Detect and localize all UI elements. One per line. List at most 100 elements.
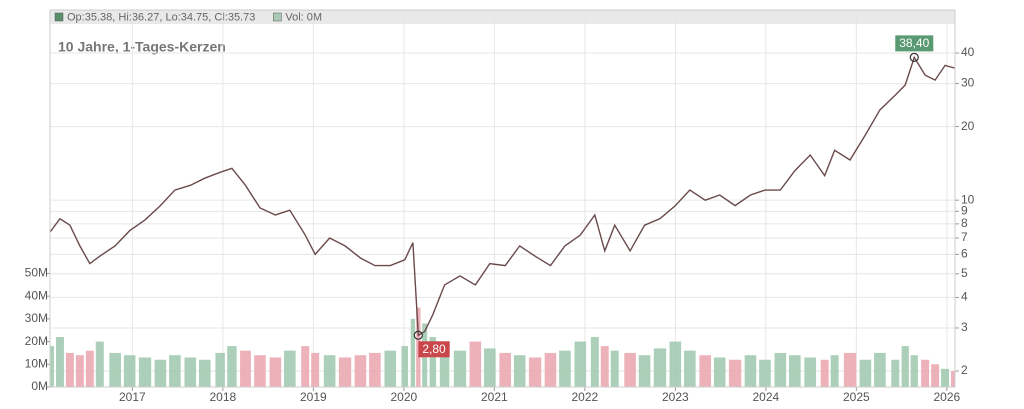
volume-bar [874, 352, 886, 387]
legend-swatch [54, 12, 64, 22]
volume-bar [123, 355, 136, 387]
x-tick-label: 2024 [753, 390, 780, 404]
volume-tick-label: 10M [25, 356, 48, 370]
annotation: 2,80 [418, 341, 450, 358]
volume-tick-label: 40M [25, 288, 48, 302]
volume-bar [820, 359, 829, 387]
volume-bar [713, 357, 726, 387]
y-tick-label: 5 [961, 266, 968, 280]
y-tick-label: 30 [961, 76, 975, 90]
plot-frame [49, 9, 956, 388]
annotation-box [895, 35, 934, 52]
volume-bar [891, 359, 900, 387]
x-tick-label: 2022 [572, 390, 599, 404]
annotation-box [418, 341, 450, 358]
volume-bar [284, 350, 296, 387]
volume-bar [744, 355, 757, 387]
volume-bar [859, 359, 872, 387]
volume-bar [169, 355, 181, 387]
annotation-label: 38,40 [899, 36, 929, 50]
extreme-marker [909, 52, 919, 62]
volume-bar [75, 355, 84, 387]
volume-bar [65, 352, 74, 387]
legend-label: Vol: 0M [285, 11, 322, 23]
volume-bar [354, 355, 367, 387]
y-tick-label: 20 [961, 119, 975, 133]
extreme-marker [413, 330, 423, 340]
x-tick-label: 2017 [119, 390, 146, 404]
x-tick-label: 2023 [662, 390, 689, 404]
x-tick-label: 2021 [481, 390, 508, 404]
volume-bar [804, 357, 816, 387]
volume-bar [401, 346, 409, 387]
volume-bar [901, 346, 909, 387]
volume-tick-label: 0M [31, 379, 48, 393]
volume-bar [921, 359, 930, 387]
volume-bar [513, 355, 526, 387]
volume-bar [669, 341, 682, 387]
y-tick-label: 6 [961, 247, 968, 261]
volume-bar [728, 359, 742, 387]
volume-bar [941, 368, 950, 387]
volume-bar [184, 357, 197, 387]
volume-bar [843, 352, 857, 387]
y-tick-label: 7 [961, 230, 968, 244]
volume-bar [215, 352, 225, 387]
volume-bar [453, 350, 467, 387]
volume-bar [369, 352, 381, 387]
volume-bar [638, 355, 651, 387]
volume-bar [484, 348, 496, 387]
y-tick-label: 2 [961, 363, 968, 377]
volume-bar [109, 352, 121, 387]
volume-bar [138, 357, 152, 387]
x-tick-label: 2020 [391, 390, 418, 404]
volume-bar [653, 348, 667, 387]
x-tick-label: 2026 [934, 390, 961, 404]
volume-bar [574, 341, 587, 387]
volume-bar [154, 359, 167, 387]
volume-bar [429, 337, 437, 387]
volume-bar [624, 352, 636, 387]
volume-bar [774, 352, 787, 387]
volume-bar [227, 346, 237, 387]
volume-tick-label: 30M [25, 311, 48, 325]
volume-bar [85, 350, 94, 387]
volume-tick-label: 50M [25, 266, 48, 280]
volume-bar [240, 350, 251, 387]
volume-tick-label: 20M [25, 334, 48, 348]
y-tick-label: 9 [961, 204, 968, 218]
volume-bar [55, 337, 64, 387]
volume-bar [951, 371, 955, 387]
volume-bar [590, 337, 599, 387]
volume-bar [610, 350, 619, 387]
y-tick-label: 3 [961, 320, 968, 334]
volume-bar [269, 357, 282, 387]
volume-bar [931, 364, 940, 387]
volume-bar [50, 346, 54, 387]
volume-bar [830, 355, 839, 387]
volume-bar [789, 355, 801, 387]
volume-bar [254, 355, 266, 387]
x-tick-label: 2025 [843, 390, 870, 404]
volume-bar [384, 350, 397, 387]
volume-bar [311, 352, 320, 387]
x-tick-label: 2018 [210, 390, 237, 404]
volume-bar [910, 355, 918, 387]
legend-label: Op:35.38, Hi:36.27, Lo:34.75, Cl:35.73 [67, 11, 255, 23]
volume-bar [699, 355, 712, 387]
volume-bar [559, 350, 571, 387]
chart-title: 10 Jahre, 1-Tages-Kerzen [58, 39, 226, 55]
annotation-label: 2,80 [422, 342, 446, 356]
volume-bar [323, 355, 336, 387]
volume-bar [198, 359, 211, 387]
volume-bar [338, 357, 352, 387]
y-tick-label: 4 [961, 290, 968, 304]
annotation: 38,40 [895, 35, 934, 52]
volume-bar [600, 346, 609, 387]
volume-bar [469, 341, 482, 387]
y-tick-label: 8 [961, 216, 968, 230]
y-tick-label: 40 [961, 45, 975, 59]
volume-bar [544, 352, 557, 387]
y-tick-label: 10 [961, 192, 975, 206]
